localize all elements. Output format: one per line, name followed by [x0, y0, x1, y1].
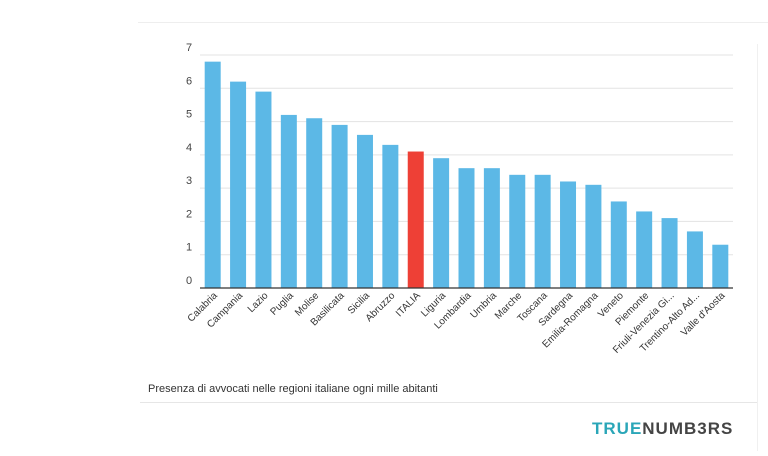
logo-part-true: TRUE — [592, 419, 643, 438]
y-tick-label: 6 — [186, 75, 192, 87]
y-tick-label: 4 — [186, 142, 192, 154]
bar — [509, 174, 526, 288]
bar — [686, 231, 703, 288]
bar — [382, 144, 399, 288]
x-tick-label: Puglia — [269, 290, 297, 318]
bar — [204, 61, 221, 289]
x-tick-label: Lazio — [246, 290, 271, 315]
logo-part-numbers: NUMB3RS — [642, 419, 734, 438]
bar — [433, 158, 450, 288]
bar — [636, 211, 653, 288]
bar — [585, 184, 602, 288]
y-tick-label: 3 — [186, 175, 192, 187]
y-tick-label: 7 — [186, 42, 192, 54]
caption-divider — [140, 402, 757, 403]
bar — [483, 168, 500, 288]
bar — [306, 118, 323, 288]
y-tick-label: 5 — [186, 109, 192, 121]
chart-caption: Presenza di avvocati nelle regioni itali… — [148, 383, 438, 395]
y-tick-label: 0 — [186, 275, 192, 287]
bar — [560, 181, 577, 288]
bar — [280, 114, 297, 289]
bar — [661, 218, 678, 288]
truenumbers-logo[interactable]: TRUENUMB3RS — [592, 419, 733, 439]
bar — [458, 168, 475, 288]
y-tick-label: 1 — [186, 242, 192, 254]
bar — [356, 134, 373, 288]
x-tick-label: ITALIA — [394, 290, 423, 319]
bar — [712, 244, 729, 288]
bar — [255, 91, 272, 288]
y-tick-label: 2 — [186, 208, 192, 220]
right-divider — [757, 44, 758, 451]
bar-highlight — [407, 151, 424, 288]
bar — [230, 81, 247, 288]
bar — [610, 201, 627, 288]
bar — [331, 124, 348, 289]
bar — [534, 174, 551, 288]
top-divider — [138, 22, 768, 23]
